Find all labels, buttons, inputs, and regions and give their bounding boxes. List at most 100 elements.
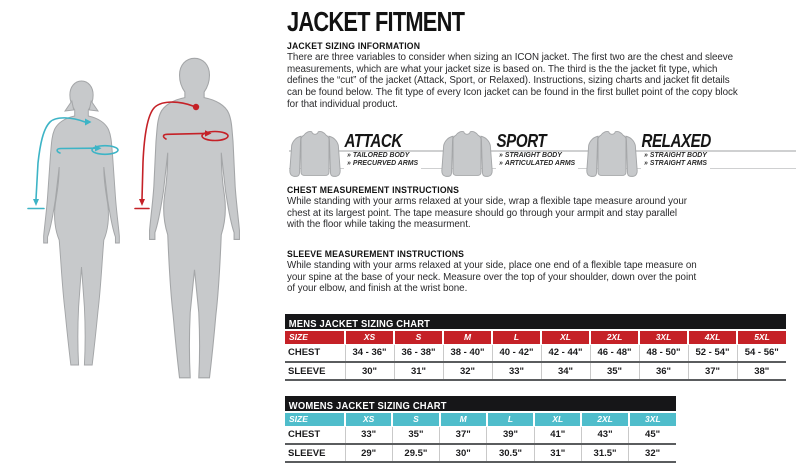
chevron-bullet-icon: » <box>644 159 648 167</box>
size-column-header: SIZE <box>285 413 346 426</box>
size-column-header: 2XL <box>590 331 640 344</box>
size-value-cell: 32" <box>645 447 661 459</box>
chevron-bullet-icon: » <box>644 151 648 159</box>
size-value-cell: 43" <box>581 426 630 444</box>
chest-instructions-heading: CHEST MEASUREMENT INSTRUCTIONS <box>287 185 460 195</box>
mens-sizing-table: SIZE XS S M L XL 2XL 3XL 4XL 5XL CHEST 34 - 36" 36 -… <box>285 331 786 381</box>
measurement-figures <box>27 57 240 379</box>
fit-feature: » TAILORED BODY <box>347 152 418 160</box>
female-hair-flick <box>63 99 75 112</box>
size-value-cell: 31" <box>534 444 582 462</box>
size-value-cell: 48 - 50" <box>639 344 689 362</box>
size-value-cell: 37" <box>688 362 738 380</box>
fit-type-features: » TAILORED BODY» PRECURVED ARMS <box>344 151 422 169</box>
female-silhouette-icon <box>43 80 120 366</box>
female-chest-measure-arrow <box>56 144 119 156</box>
row-label: SLEEVE <box>285 362 346 380</box>
chart-title-bar: WOMENS JACKET SIZING CHART <box>285 396 676 411</box>
size-column-header: M <box>439 413 488 426</box>
size-column-header: 3XL <box>639 331 689 344</box>
fit-feature: » PRECURVED ARMS <box>347 160 418 168</box>
row-label: SLEEVE <box>285 444 346 462</box>
size-column-header: 4XL <box>688 331 738 344</box>
chart-title: MENS JACKET SIZING CHART <box>288 319 431 329</box>
chevron-bullet-icon: » <box>499 159 503 167</box>
female-sleeve-measure-arrow <box>27 117 92 210</box>
mens-sizing-chart: MENS JACKET SIZING CHART SIZE XS S M L XL 2XL 3… <box>285 314 786 381</box>
chest-instructions-text: While standing with your arms relaxed at… <box>287 196 687 231</box>
fit-feature-label: STRAIGHT ARMS <box>649 159 708 167</box>
size-header-row: SIZE XS S M L XL 2XL 3XL 4XL 5XL <box>285 331 786 344</box>
size-column-header: S <box>394 331 444 344</box>
fit-type-name: RELAXED <box>639 132 714 150</box>
size-value-cell: 36" <box>639 362 689 380</box>
size-value-cell: 39" <box>486 426 535 444</box>
size-column-header: SIZE <box>285 331 346 344</box>
size-value-cell: 38 - 40" <box>443 344 493 362</box>
sizing-info-heading: JACKET SIZING INFORMATION <box>287 41 421 51</box>
size-column-header: XL <box>541 331 591 344</box>
fit-feature: » STRAIGHT BODY <box>499 152 575 160</box>
size-value-cell: 32" <box>443 362 493 380</box>
womens-sizing-chart: WOMENS JACKET SIZING CHART SIZE XS S M L XL 2X… <box>285 396 676 463</box>
jacket-icon <box>289 131 341 177</box>
chevron-bullet-icon: » <box>347 159 351 167</box>
fit-type-name: ATTACK <box>342 132 405 150</box>
fit-feature-label: TAILORED BODY <box>352 151 410 159</box>
fit-feature-label: STRAIGHT BODY <box>649 151 707 159</box>
jacket-icon <box>441 131 493 177</box>
table-row: SLEEVE 30" 31" 32" 33" 34" 35" 36" 37" 38" <box>285 362 786 380</box>
fit-feature-label: ARTICULATED ARMS <box>504 159 576 167</box>
size-value-cell: 42 - 44" <box>541 344 591 362</box>
size-value-cell: 36 - 38" <box>394 344 444 362</box>
fit-type-name: SPORT <box>494 132 549 150</box>
size-value-cell: 34" <box>541 362 591 380</box>
size-value-cell: 52 - 54" <box>688 344 738 362</box>
fit-feature: » STRAIGHT BODY <box>644 152 707 160</box>
sleeve-instructions-heading: SLEEVE MEASUREMENT INSTRUCTIONS <box>287 249 465 259</box>
male-silhouette-icon <box>149 57 240 379</box>
size-value-cell: 29.5" <box>392 444 441 462</box>
page-title: JACKET FITMENT <box>287 6 465 37</box>
row-label: CHEST <box>285 344 346 362</box>
size-value-cell: 38" <box>754 365 770 377</box>
size-value-cell: 41" <box>534 426 582 444</box>
chevron-bullet-icon: » <box>499 151 503 159</box>
size-value-cell: 31" <box>394 362 444 380</box>
chevron-bullet-icon: » <box>347 151 351 159</box>
divider-line <box>289 150 796 152</box>
fit-type-features: » STRAIGHT BODY» ARTICULATED ARMS <box>496 151 579 169</box>
size-value-cell: 30" <box>439 444 488 462</box>
table-row: CHEST 34 - 36" 36 - 38" 38 - 40" 40 - 42" 42 … <box>285 344 786 362</box>
male-chest-measure-arrow <box>162 130 229 142</box>
fit-feature: » STRAIGHT ARMS <box>644 160 707 168</box>
size-value-cell: 46 - 48" <box>590 344 640 362</box>
size-column-header: L <box>486 413 536 426</box>
female-hair-flick <box>88 99 100 112</box>
fit-feature: » ARTICULATED ARMS <box>499 160 575 168</box>
jacket-icon <box>586 131 638 177</box>
size-value-cell: 33" <box>345 426 393 444</box>
womens-sizing-table: SIZE XS S M L XL 2XL 3XL CHEST 33" 35" 37" 39" 41" 43"… <box>285 413 676 463</box>
size-value-cell: 29" <box>345 444 393 462</box>
fit-type-features: » STRAIGHT BODY» STRAIGHT ARMS <box>641 151 711 169</box>
size-column-header: M <box>443 331 493 344</box>
size-column-header: 2XL <box>581 413 630 426</box>
size-value-cell: 35" <box>392 426 441 444</box>
size-header-row: SIZE XS S M L XL 2XL 3XL <box>285 413 676 426</box>
table-row: CHEST 33" 35" 37" 39" 41" 43" 45" <box>285 426 676 444</box>
size-column-header: XS <box>345 413 394 426</box>
size-value-cell: 34 - 36" <box>345 344 395 362</box>
size-column-header: XS <box>345 331 395 344</box>
size-value-cell: 35" <box>590 362 640 380</box>
size-value-cell: 30" <box>345 362 395 380</box>
fit-feature-label: PRECURVED ARMS <box>352 159 419 167</box>
size-column-header: 5XL <box>737 331 786 344</box>
size-value-cell: 31.5" <box>581 444 630 462</box>
size-column-header: XL <box>534 413 583 426</box>
sleeve-instructions-text: While standing with your arms relaxed at… <box>287 260 697 295</box>
row-label: CHEST <box>285 426 346 444</box>
sizing-info-text: There are three variables to consider wh… <box>287 52 738 110</box>
size-value-cell: 33" <box>492 362 542 380</box>
